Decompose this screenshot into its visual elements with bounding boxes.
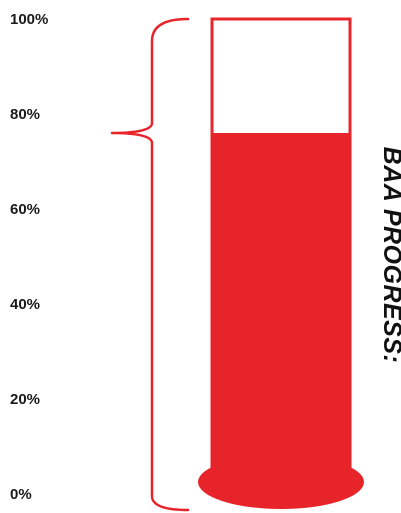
thermometer-bulb: [198, 455, 364, 509]
y-tick-label: 20%: [10, 391, 40, 408]
y-tick-label: 80%: [10, 106, 40, 123]
y-tick-label: 40%: [10, 296, 40, 313]
chart-title: BAA PROGRESS:: [378, 147, 401, 364]
y-axis-tick-labels: 100% 80% 60% 40% 20% 0%: [10, 11, 48, 503]
y-tick-label: 60%: [10, 201, 40, 218]
progress-bracket: [110, 17, 190, 512]
thermometer-fill-bar: [212, 133, 350, 475]
y-tick-label: 0%: [10, 486, 32, 503]
thermometer-tube-outline: [210, 17, 352, 477]
y-tick-label: 100%: [10, 11, 48, 28]
